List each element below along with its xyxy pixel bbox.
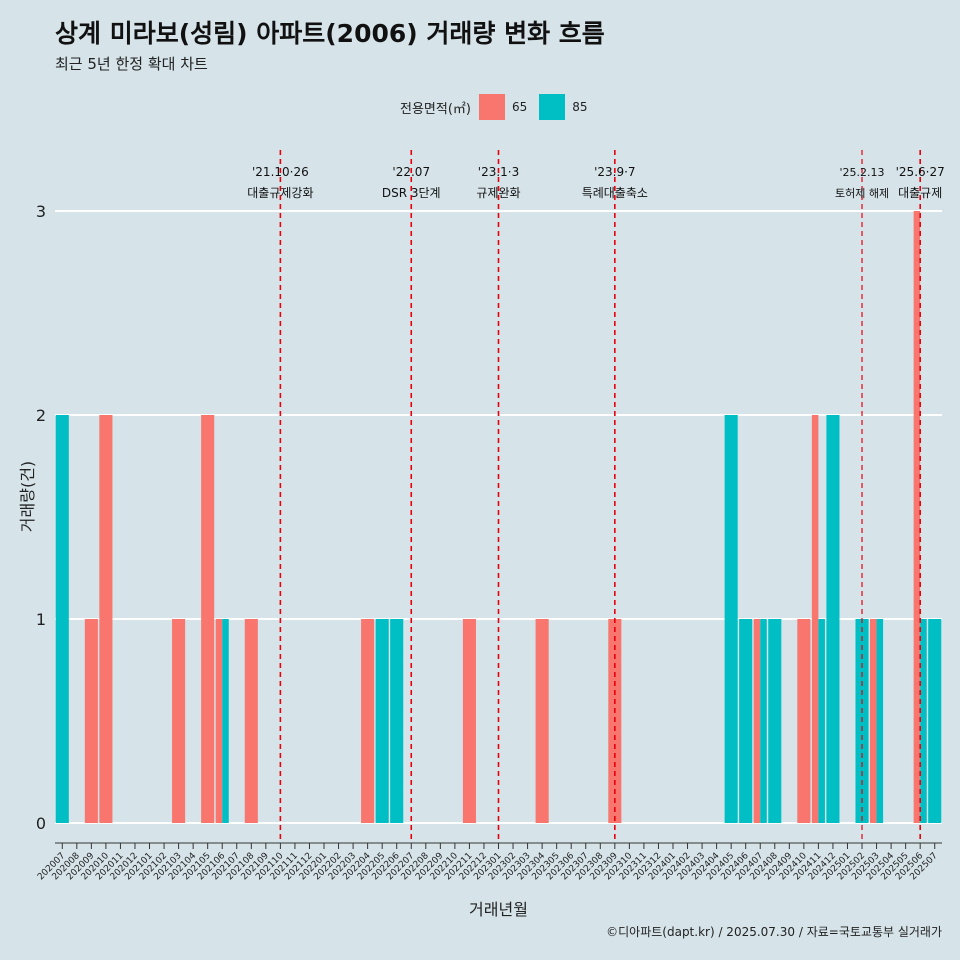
legend-title: 전용면적(㎡) [400, 101, 471, 117]
event-date-label: '22.07 [392, 165, 430, 179]
bar-85-202007 [55, 415, 69, 823]
bar-85-202407 [760, 619, 767, 823]
event-text-label: 대출규제강화 [247, 186, 313, 200]
legend-swatch-85 [539, 94, 566, 120]
event-text-label: 대출규제 [898, 186, 942, 200]
event-date-label: '25.6·27 [896, 165, 945, 179]
bar-85-202503 [876, 619, 884, 823]
bar-65-202103 [172, 619, 186, 823]
legend-swatch-65 [478, 94, 505, 120]
event-text-label: 특례대출축소 [582, 186, 648, 200]
y-tick-label: 0 [36, 814, 46, 833]
bar-65-202506 [913, 211, 921, 823]
credit-text: ©디아파트(dapt.kr) / 2025.07.30 / 자료=국토교통부 실… [606, 925, 942, 939]
legend-label-85: 85 [572, 100, 588, 114]
bar-65-202407 [753, 619, 761, 823]
bar-65-202010 [99, 415, 113, 823]
page-title: 상계 미라보(성림) 아파트(2006) 거래량 변화 흐름 [55, 19, 605, 48]
event-text-label: 토허제 해제 [835, 186, 889, 200]
event-date-label: '21.10·26 [252, 165, 309, 179]
bar-65-202410 [797, 619, 811, 823]
bar-85-202507 [928, 619, 942, 823]
bar-65-202105 [201, 415, 215, 823]
y-tick-label: 1 [36, 610, 46, 629]
bar-85-202412 [826, 415, 840, 823]
bar-65-202411 [811, 415, 819, 823]
event-text-label: DSR 3단계 [382, 186, 441, 200]
y-tick-label: 2 [36, 406, 46, 425]
bar-85-202205 [375, 619, 389, 823]
bar-85-202206 [390, 619, 404, 823]
event-date-label: '23.9·7 [594, 165, 635, 179]
event-date-label: '23.1·3 [478, 165, 519, 179]
x-axis-title: 거래년월 [469, 900, 528, 919]
bar-65-202204 [361, 619, 375, 823]
y-axis-title: 거래량(건) [18, 461, 37, 532]
y-tick-label: 3 [36, 202, 46, 221]
event-date-label: '25.2.13 [840, 166, 885, 179]
legend: 전용면적(㎡) 65 85 [400, 93, 600, 121]
bar-85-202411 [818, 619, 825, 823]
bar-85-202406 [739, 619, 753, 823]
bar-65-202304 [535, 619, 549, 823]
bar-85-202106 [222, 619, 229, 823]
page-subtitle: 최근 5년 한정 확대 차트 [55, 55, 208, 73]
bar-65-202106 [215, 619, 223, 823]
bar-65-202009 [84, 619, 98, 823]
legend-label-65: 65 [511, 100, 528, 114]
bar-85-202408 [768, 619, 782, 823]
event-text-label: 규제완화 [476, 186, 520, 200]
bar-65-202211 [462, 619, 476, 823]
bar-85-202506 [920, 619, 927, 823]
bar-65-202503 [870, 619, 877, 823]
bar-85-202405 [724, 415, 738, 823]
bar-65-202108 [244, 619, 258, 823]
